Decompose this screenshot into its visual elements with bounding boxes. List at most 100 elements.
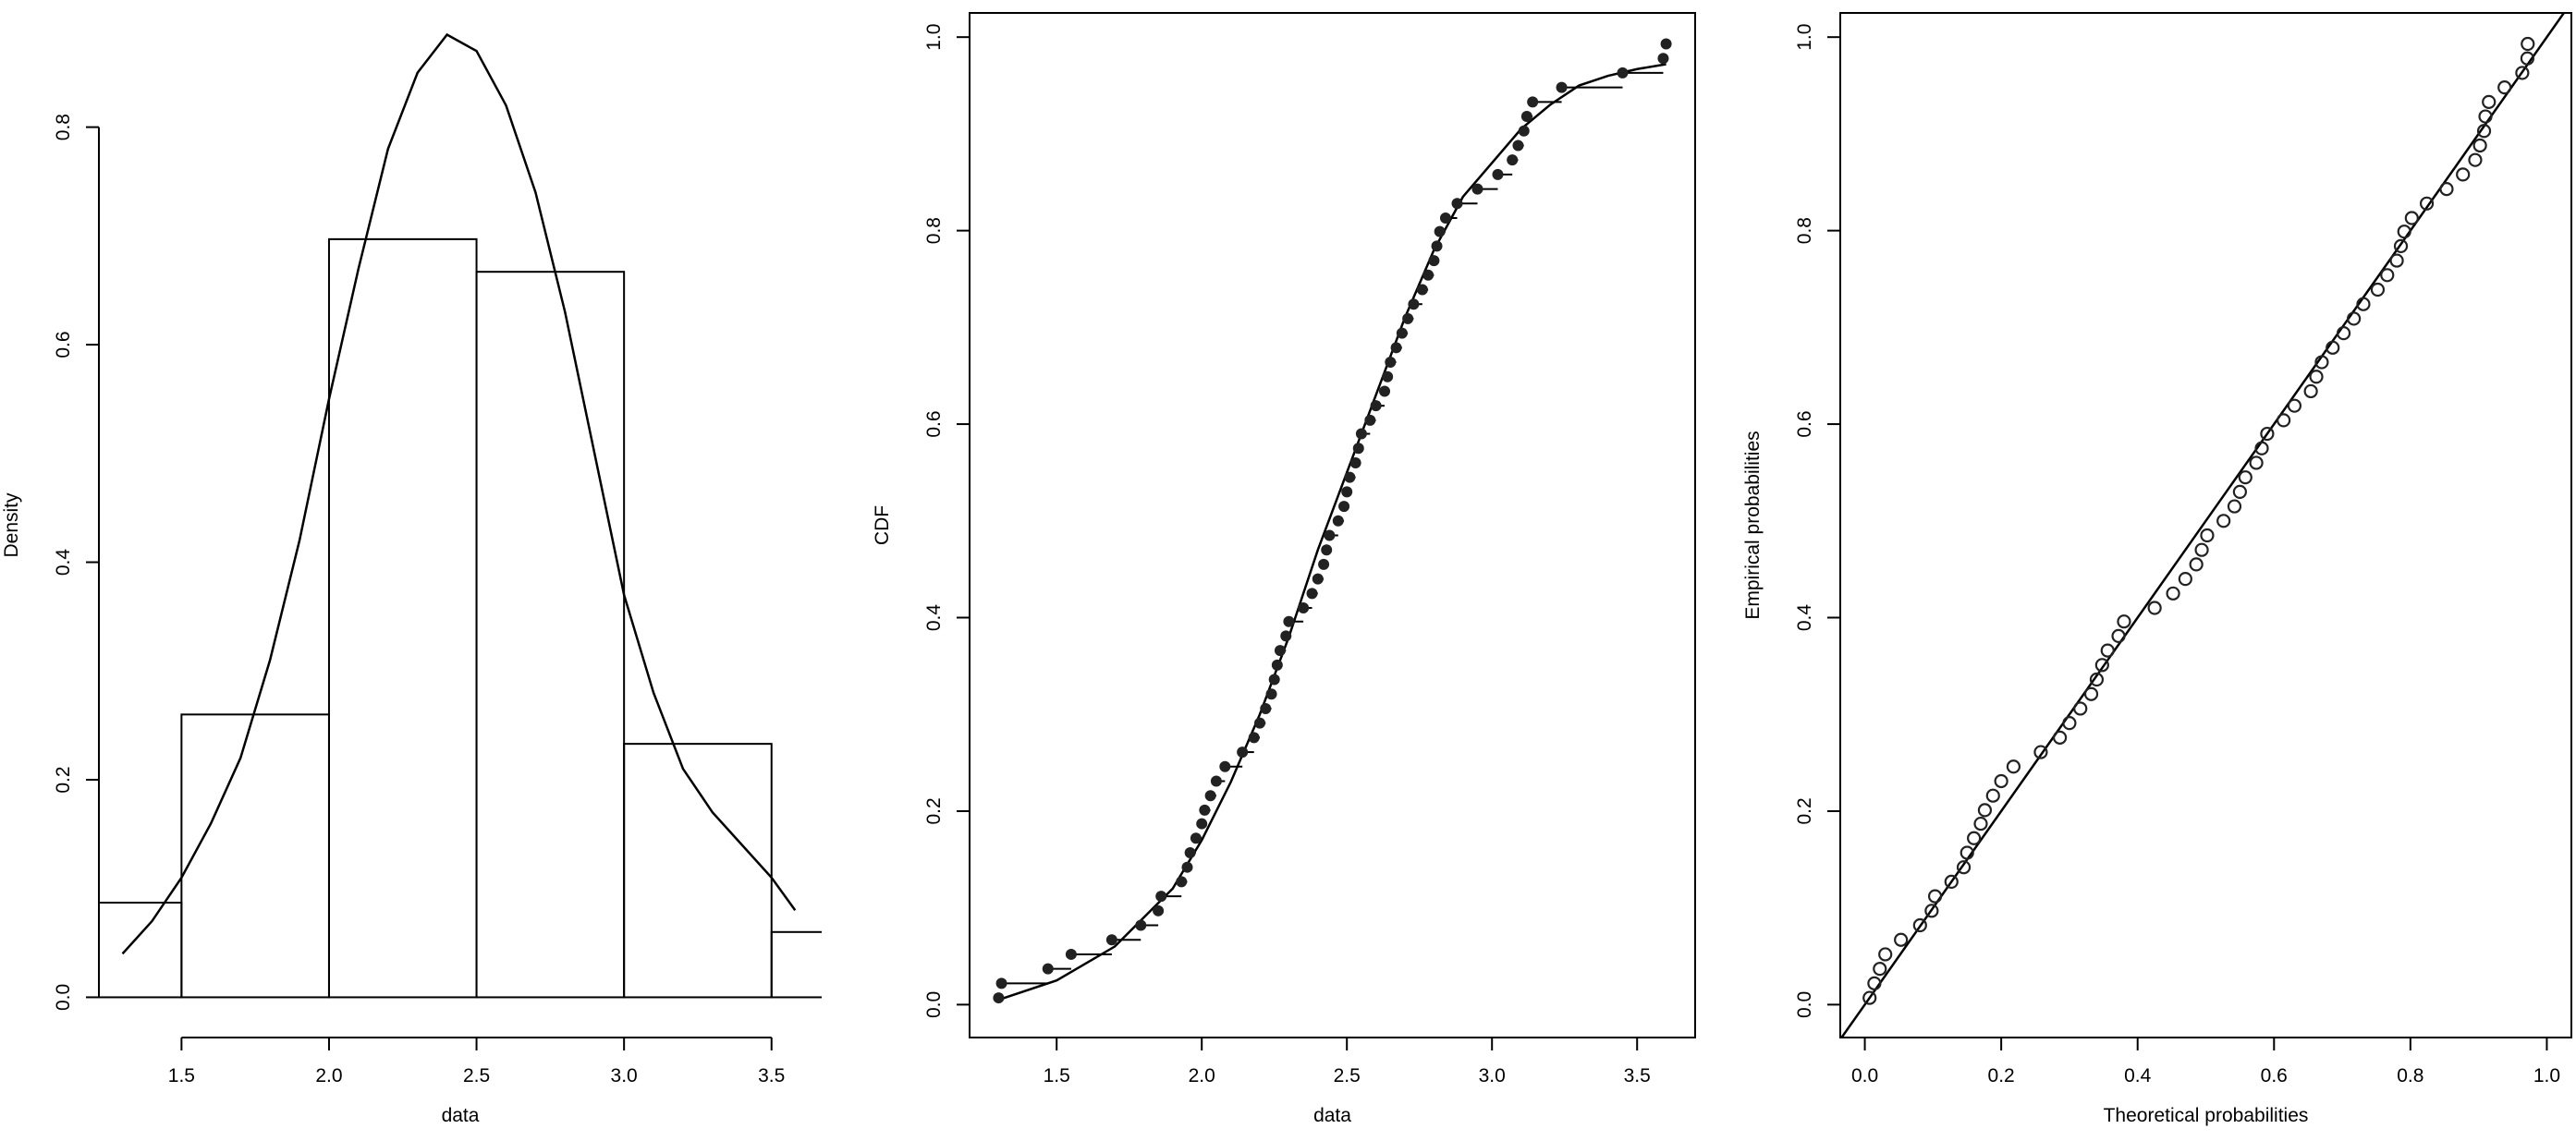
pp-point — [2200, 528, 2215, 543]
pp-point — [1967, 831, 1982, 845]
pp-point — [2380, 268, 2395, 283]
ecdf-point — [1321, 544, 1333, 556]
y-tick-label: 0.6 — [1794, 410, 1815, 437]
pp-point — [2520, 51, 2535, 66]
pp-point — [2260, 426, 2275, 442]
ecdf-point — [1181, 861, 1193, 873]
pp-point — [2370, 282, 2386, 297]
ecdf-point — [1204, 790, 1216, 802]
ecdf-point — [1355, 428, 1367, 440]
y-tick-label: 0.8 — [53, 114, 74, 140]
y-tick-label: 0.8 — [1794, 217, 1815, 244]
x-tick-label: 2.5 — [463, 1065, 490, 1086]
pp-point — [2336, 326, 2351, 341]
y-tick-label: 0.0 — [1794, 991, 1815, 1018]
pp-point — [2166, 586, 2180, 601]
ecdf-point — [1439, 212, 1451, 225]
ecdf-point — [1382, 370, 1394, 382]
ecdf-point — [1349, 456, 1361, 468]
plot-area — [99, 32, 822, 999]
pp-point — [2347, 311, 2362, 326]
plot-frame — [969, 12, 1696, 1038]
x-tick-label: 1.0 — [2533, 1065, 2560, 1086]
pp-point — [2033, 745, 2048, 759]
pp-point — [2326, 340, 2340, 355]
pp-point — [2404, 211, 2419, 225]
ecdf-point — [1324, 529, 1336, 541]
pp-point — [2456, 167, 2471, 182]
pp-point — [2062, 716, 2077, 731]
ecdf-point — [1527, 96, 1539, 108]
x-axis-title: data — [442, 1105, 480, 1126]
ecdf-point — [1396, 327, 1408, 339]
ecdf-point — [1657, 53, 1669, 65]
y-tick-label: 0.6 — [923, 410, 945, 437]
ecdf-point — [1268, 674, 1280, 686]
ecdf-point — [1105, 934, 1117, 946]
pp-point — [2515, 66, 2530, 80]
ecdf-point — [1153, 904, 1165, 916]
pp-point — [2277, 413, 2291, 428]
ecdf-point — [1184, 846, 1196, 858]
ecdf-point — [1352, 443, 1364, 455]
y-tick-label: 0.8 — [923, 217, 945, 244]
x-tick-label: 3.0 — [1479, 1065, 1506, 1086]
ecdf-point — [1422, 269, 1435, 281]
y-tick-label: 1.0 — [1794, 24, 1815, 51]
pp-point — [2178, 572, 2192, 587]
pp-point — [2089, 672, 2105, 687]
x-tick-label: 2.5 — [1334, 1065, 1361, 1086]
pp-point — [2194, 542, 2209, 557]
panel: 1.5 2.0 2.5 3.0 3.5 0.0 0.2 0.4 0.6 0.8 data Densit… — [1, 32, 822, 1126]
pp-point — [1927, 889, 1943, 904]
pp-point — [2006, 759, 2021, 774]
x-tick-label: 0.0 — [1851, 1065, 1878, 1086]
ecdf-point — [1199, 804, 1211, 816]
x-tick-label: 0.2 — [1988, 1065, 2015, 1086]
pp-point — [1878, 947, 1893, 962]
ecdf-point — [1364, 414, 1376, 426]
pp-point — [1894, 932, 1909, 947]
pp-point — [2249, 455, 2264, 470]
ecdf-point — [1237, 747, 1249, 759]
ecdf-point — [1298, 602, 1310, 614]
pp-point — [2254, 441, 2269, 455]
plot-area — [1840, 13, 2566, 1038]
fitted-curve — [121, 32, 797, 955]
ecdf-point — [1492, 168, 1504, 180]
ecdf-point — [1390, 342, 1402, 354]
ecdf-point — [995, 977, 1007, 989]
y-tick-label: 0.2 — [1794, 797, 1815, 824]
x-tick-label: 0.6 — [2261, 1065, 2288, 1086]
x-axis-title: Theoretical probabilities — [2104, 1105, 2309, 1126]
pp-point — [1994, 773, 2008, 789]
pp-point — [1867, 976, 1882, 990]
pp-point — [1873, 962, 1887, 977]
y-axis-title: CDF — [872, 505, 893, 545]
bar — [770, 930, 822, 999]
pp-point — [2232, 484, 2247, 499]
pp-point — [2147, 601, 2162, 615]
pp-point — [2397, 225, 2411, 239]
pp-point — [2478, 109, 2493, 124]
pp-point — [1924, 904, 1939, 918]
pp-point — [2100, 643, 2115, 658]
ecdf-point — [1280, 630, 1292, 642]
pp-point — [2216, 514, 2231, 528]
ecdf-point — [1260, 702, 1272, 714]
pp-point — [2052, 730, 2068, 745]
bar — [99, 902, 183, 999]
ecdf-point — [1451, 198, 1463, 210]
ecdf-point — [1190, 832, 1202, 844]
x-tick-label: 0.8 — [2397, 1065, 2423, 1086]
pp-point — [2189, 557, 2204, 572]
ecdf-point — [1431, 240, 1443, 252]
ecdf-point — [1344, 471, 1356, 483]
ecdf-point — [1312, 573, 1324, 585]
pp-point — [1985, 788, 2000, 803]
x-tick-label: 3.5 — [758, 1065, 785, 1086]
ecdf-point — [1065, 948, 1077, 960]
fitted-curve — [998, 63, 1666, 1001]
y-tick-label: 0.2 — [923, 797, 945, 824]
